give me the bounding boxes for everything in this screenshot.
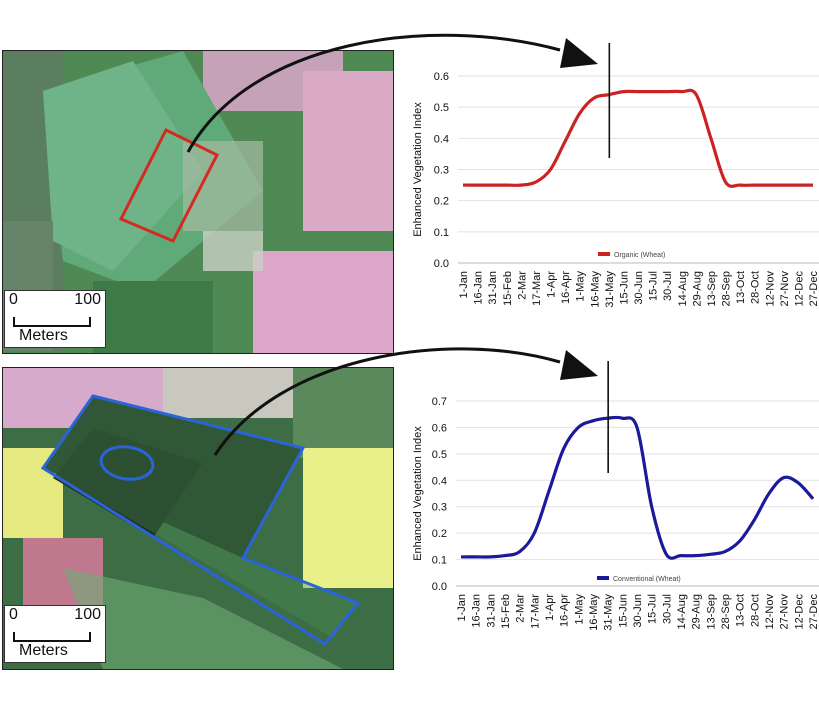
x-tick-label: 1-Jan bbox=[456, 594, 468, 622]
y-tick-label: 0.6 bbox=[432, 422, 447, 434]
x-tick-label: 13-Oct bbox=[735, 271, 747, 304]
y-axis-label: Enhanced Vegetation Index bbox=[412, 426, 424, 561]
x-tick-label: 1-Apr bbox=[546, 271, 558, 298]
conventional-field-inner-outline bbox=[99, 445, 155, 481]
x-tick-label: 1-May bbox=[573, 594, 585, 625]
scale-start-label: 0 bbox=[9, 606, 18, 623]
y-tick-label: 0.6 bbox=[434, 71, 449, 83]
arrow-organic bbox=[186, 33, 561, 153]
x-tick-label: 28-Sep bbox=[720, 594, 732, 629]
x-tick-label: 13-Sep bbox=[705, 594, 717, 629]
x-tick-label: 27-Dec bbox=[808, 594, 819, 630]
scale-unit-label: Meters bbox=[19, 642, 68, 659]
satellite-image-conventional bbox=[2, 367, 394, 670]
x-tick-label: 16-Apr bbox=[559, 594, 571, 627]
x-tick-label: 29-Aug bbox=[691, 271, 703, 306]
scale-start-label: 0 bbox=[9, 291, 18, 308]
scale-bar-bottom: 0 100 Meters bbox=[4, 605, 106, 663]
legend-label: Organic (Wheat) bbox=[614, 252, 665, 259]
legend-label: Conventional (Wheat) bbox=[613, 576, 681, 583]
y-tick-label: 0.4 bbox=[432, 475, 447, 487]
x-tick-label: 28-Oct bbox=[750, 271, 762, 304]
x-tick-label: 30-Jun bbox=[632, 594, 644, 628]
x-tick-label: 14-Aug bbox=[676, 594, 688, 629]
x-tick-label: 2-Mar bbox=[516, 271, 528, 300]
x-tick-label: 16-May bbox=[588, 594, 600, 631]
x-tick-label: 13-Sep bbox=[706, 271, 718, 306]
x-tick-label: 28-Oct bbox=[749, 594, 761, 627]
series-line bbox=[460, 415, 815, 560]
y-tick-label: 0.2 bbox=[434, 196, 449, 208]
x-tick-label: 15-Jun bbox=[618, 271, 630, 305]
x-tick-label: 12-Dec bbox=[793, 594, 805, 630]
x-tick-label: 17-Mar bbox=[531, 271, 543, 306]
y-tick-label: 0.3 bbox=[432, 502, 447, 514]
conventional-field-outline bbox=[40, 394, 361, 646]
x-tick-label: 16-Jan bbox=[473, 271, 485, 305]
arrow-conventional bbox=[213, 347, 561, 456]
arrowhead-organic bbox=[560, 38, 598, 68]
scale-end-label: 100 bbox=[74, 606, 101, 623]
x-tick-label: 15-Feb bbox=[500, 594, 512, 629]
y-tick-label: 0.1 bbox=[434, 227, 449, 239]
x-tick-label: 27-Nov bbox=[779, 594, 791, 630]
series-line bbox=[462, 88, 813, 188]
x-tick-label: 16-Jan bbox=[471, 594, 483, 628]
x-tick-label: 15-Jul bbox=[647, 594, 659, 624]
x-tick-label: 12-Dec bbox=[793, 271, 805, 307]
x-tick-label: 15-Jul bbox=[648, 271, 660, 301]
y-tick-label: 0.0 bbox=[432, 581, 447, 593]
x-tick-label: 15-Feb bbox=[502, 271, 514, 306]
x-tick-label: 16-May bbox=[589, 271, 601, 308]
y-tick-label: 0.5 bbox=[434, 102, 449, 114]
y-tick-label: 0.1 bbox=[432, 555, 447, 567]
evi-chart-organic: 0.0 0.1 0.2 0.3 0.4 0.5 0.6 Enhanced Vegetation… bbox=[412, 43, 819, 308]
y-axis-label: Enhanced Vegetation Index bbox=[412, 102, 424, 237]
x-tick-label: 31-Jan bbox=[487, 271, 499, 305]
x-tick-label: 1-May bbox=[575, 271, 587, 302]
x-tick-label: 27-Dec bbox=[808, 271, 819, 307]
x-tick-label: 31-May bbox=[604, 271, 616, 308]
x-tick-label: 12-Nov bbox=[764, 271, 776, 307]
x-tick-label: 15-Jun bbox=[617, 594, 629, 628]
x-tick-label: 14-Aug bbox=[677, 271, 689, 306]
scale-unit-label: Meters bbox=[19, 327, 68, 344]
x-tick-label: 1-Apr bbox=[544, 594, 556, 621]
x-tick-label: 31-Jan bbox=[485, 594, 497, 628]
arrowhead-conventional bbox=[560, 350, 598, 380]
x-tick-label: 29-Aug bbox=[691, 594, 703, 629]
x-tick-label: 30-Jun bbox=[633, 271, 645, 305]
x-tick-label: 2-Mar bbox=[515, 594, 527, 623]
x-tick-label: 28-Sep bbox=[721, 271, 733, 306]
scale-bar-top: 0 100 Meters bbox=[4, 290, 106, 348]
x-tick-label: 30-Jul bbox=[662, 271, 674, 301]
y-tick-label: 0.4 bbox=[434, 133, 449, 145]
x-tick-label: 27-Nov bbox=[779, 271, 791, 307]
x-tick-label: 16-Apr bbox=[560, 271, 572, 304]
y-tick-label: 0.2 bbox=[432, 528, 447, 540]
x-tick-label: 1-Jan bbox=[458, 271, 470, 299]
evi-chart-conventional: 0.0 0.1 0.2 0.3 0.4 0.5 0.6 0.7 Enhanced Vegetat… bbox=[412, 361, 819, 631]
y-tick-label: 0.3 bbox=[434, 165, 449, 177]
scale-bar-line bbox=[13, 632, 91, 642]
x-tick-label: 30-Jul bbox=[661, 594, 673, 624]
scale-end-label: 100 bbox=[74, 291, 101, 308]
x-tick-label: 13-Oct bbox=[735, 594, 747, 627]
y-tick-label: 0.7 bbox=[432, 396, 447, 408]
organic-field-outline bbox=[118, 128, 220, 243]
y-tick-label: 0.5 bbox=[432, 449, 447, 461]
scale-bar-line bbox=[13, 317, 91, 327]
x-tick-label: 12-Nov bbox=[764, 594, 776, 630]
y-tick-label: 0.0 bbox=[434, 258, 449, 270]
satellite-image-conventional-drawing bbox=[3, 368, 393, 669]
x-tick-label: 31-May bbox=[603, 594, 615, 631]
x-tick-label: 17-Mar bbox=[529, 594, 541, 629]
